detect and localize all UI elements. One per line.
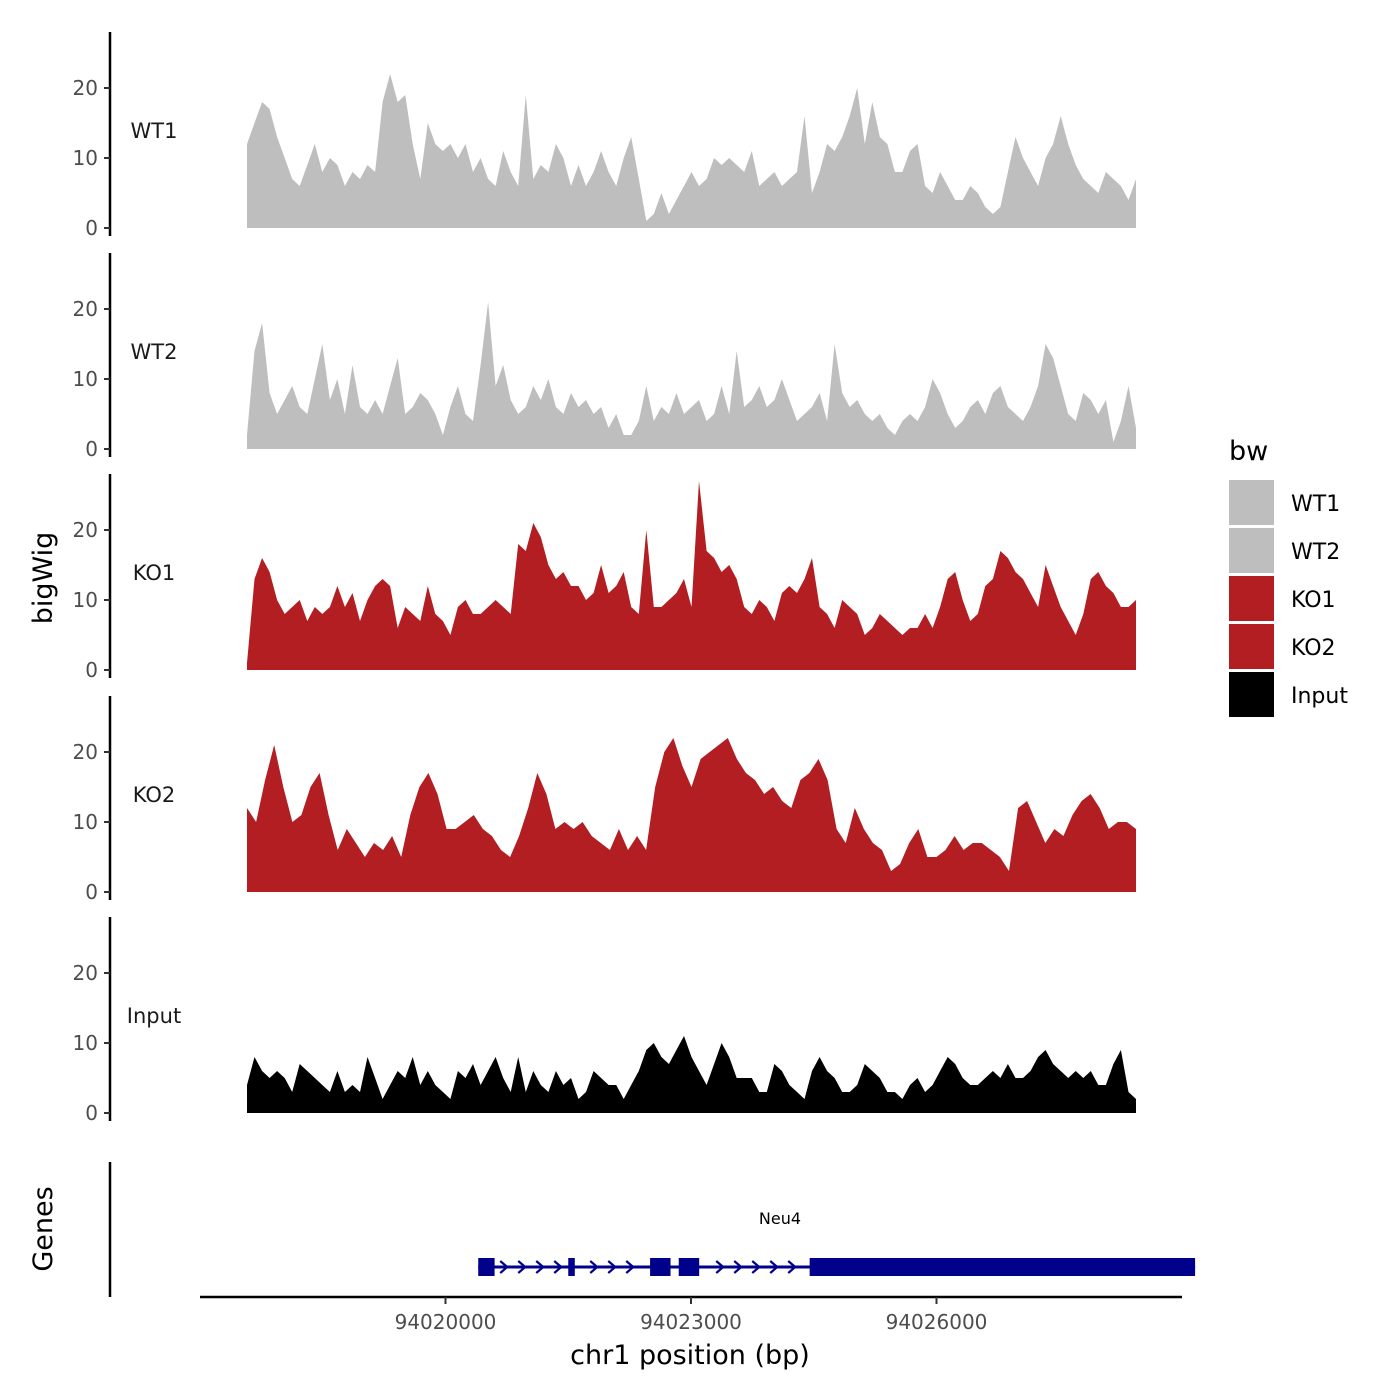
x-tick-label: 94026000	[886, 1310, 988, 1334]
track-input: 0 10 20 Input	[73, 917, 1136, 1125]
y-tick-label: 10	[73, 367, 98, 391]
legend-label: Input	[1291, 684, 1348, 709]
track-label: WT1	[131, 119, 178, 143]
legend-entry-ko1: KO1	[1229, 576, 1336, 621]
y-tick-label: 20	[73, 961, 98, 985]
legend-title: bw	[1229, 436, 1268, 467]
strand-arrow	[751, 1260, 761, 1274]
legend-label: WT2	[1291, 540, 1340, 565]
legend-swatch	[1229, 624, 1274, 669]
gene-exon	[568, 1258, 575, 1276]
y-tick-label: 10	[73, 810, 98, 834]
x-tick-label: 94023000	[640, 1310, 742, 1334]
y-tick-label: 10	[73, 1031, 98, 1055]
strand-arrow	[733, 1260, 743, 1274]
y-tick-label: 0	[85, 880, 98, 904]
strand-arrow	[553, 1260, 563, 1274]
gene-exon	[478, 1258, 495, 1276]
legend-swatch	[1229, 576, 1274, 621]
y-tick-label: 20	[73, 518, 98, 542]
track-label: KO2	[133, 783, 176, 807]
genes-track: Genes Neu4	[28, 1162, 1196, 1297]
track-wt1: 0 10 20 WT1	[73, 32, 1136, 240]
gene-exon	[809, 1258, 1196, 1276]
coverage-area-input	[247, 1036, 1136, 1113]
strand-arrow	[517, 1260, 527, 1274]
y-tick-label: 0	[85, 216, 98, 240]
strand-arrow	[499, 1260, 509, 1274]
x-tick-label: 94020000	[395, 1310, 497, 1334]
y-tick-label: 20	[73, 76, 98, 100]
strand-arrow	[535, 1260, 545, 1274]
coverage-area-wt1	[247, 74, 1136, 228]
track-label: WT2	[131, 340, 178, 364]
legend-swatch	[1229, 528, 1274, 573]
legend-entry-ko2: KO2	[1229, 624, 1336, 669]
legend-label: KO2	[1291, 636, 1336, 661]
track-ko1: 0 10 20 KO1	[73, 474, 1136, 682]
gene-exon	[678, 1258, 700, 1276]
y-tick-label: 10	[73, 146, 98, 170]
legend-swatch	[1229, 480, 1274, 525]
strand-arrow	[715, 1260, 725, 1274]
gene-label: Neu4	[759, 1209, 801, 1228]
y-tick-label: 0	[85, 437, 98, 461]
strand-arrow	[607, 1260, 617, 1274]
coverage-tracks: 0 10 20 WT1 0 10 20 WT2 0 10 20 KO1 0 10 20 KO2 0 10 20 Inp…	[73, 32, 1136, 1125]
genes-track-title: Genes	[28, 1186, 59, 1271]
y-tick-label: 0	[85, 1101, 98, 1125]
strand-arrow	[769, 1260, 779, 1274]
legend-label: KO1	[1291, 588, 1336, 613]
strand-arrow	[625, 1260, 635, 1274]
y-tick-label: 0	[85, 658, 98, 682]
legend-swatch	[1229, 672, 1274, 717]
legend-label: WT1	[1291, 492, 1340, 517]
y-tick-label: 10	[73, 588, 98, 612]
strand-arrow	[589, 1260, 599, 1274]
legend: bw WT1 WT2 KO1 KO2 Input	[1229, 436, 1348, 717]
y-tick-label: 20	[73, 740, 98, 764]
track-label: KO1	[133, 561, 176, 585]
y-tick-label: 20	[73, 297, 98, 321]
x-axis: 94020000 94023000 94026000	[200, 1295, 1182, 1334]
legend-entry-wt1: WT1	[1229, 480, 1340, 525]
legend-entry-input: Input	[1229, 672, 1348, 717]
track-label: Input	[127, 1004, 181, 1028]
coverage-area-ko2	[247, 738, 1136, 892]
y-axis-title: bigWig	[28, 532, 59, 625]
track-ko2: 0 10 20 KO2	[73, 696, 1136, 904]
coverage-area-ko1	[247, 481, 1136, 670]
x-axis-title: chr1 position (bp)	[570, 1340, 810, 1371]
gene-neu4: Neu4	[478, 1209, 1196, 1276]
coverage-area-wt2	[247, 302, 1136, 449]
gene-exon	[650, 1258, 671, 1276]
legend-entry-wt2: WT2	[1229, 528, 1340, 573]
track-wt2: 0 10 20 WT2	[73, 253, 1136, 461]
strand-arrow	[787, 1260, 797, 1274]
